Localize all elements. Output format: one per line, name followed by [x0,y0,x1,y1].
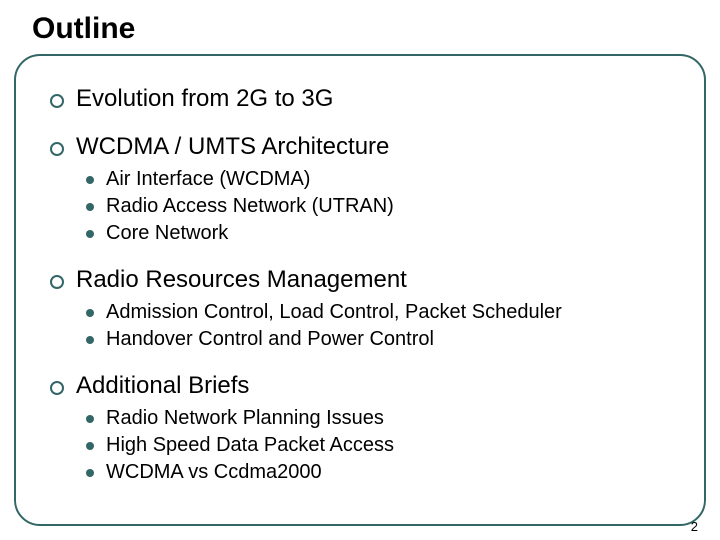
list-item-text: WCDMA / UMTS Architecture [76,133,389,160]
sub-list-item: Radio Network Planning Issues [76,405,674,432]
sub-list-item: Air Interface (WCDMA) [76,166,674,193]
sub-list-item-text: Admission Control, Load Control, Packet … [106,301,562,323]
list-item-text: Evolution from 2G to 3G [76,85,333,112]
sub-list: Radio Network Planning Issues High Speed… [76,405,674,486]
content-frame: Evolution from 2G to 3G WCDMA / UMTS Arc… [14,54,706,526]
sub-list-item-text: Air Interface (WCDMA) [106,168,310,190]
sub-list: Admission Control, Load Control, Packet … [76,299,674,353]
list-item-text: Radio Resources Management [76,266,407,293]
sub-list-item: WCDMA vs Ccdma2000 [76,459,674,486]
sub-list: Air Interface (WCDMA) Radio Access Netwo… [76,166,674,247]
sub-list-item-text: Handover Control and Power Control [106,328,434,350]
slide-title: Outline [32,12,692,46]
sub-list-item-text: Radio Access Network (UTRAN) [106,195,394,217]
list-item: Additional Briefs Radio Network Planning… [46,371,674,486]
sub-list-item: Core Network [76,220,674,247]
list-item: WCDMA / UMTS Architecture Air Interface … [46,132,674,247]
sub-list-item: Handover Control and Power Control [76,326,674,353]
sub-list-item-text: Core Network [106,222,228,244]
list-item: Radio Resources Management Admission Con… [46,265,674,353]
sub-list-item-text: High Speed Data Packet Access [106,434,394,456]
slide: Outline Evolution from 2G to 3G WCDMA / … [0,0,720,540]
outline-list: Evolution from 2G to 3G WCDMA / UMTS Arc… [46,84,674,486]
sub-list-item: Radio Access Network (UTRAN) [76,193,674,220]
sub-list-item-text: Radio Network Planning Issues [106,407,384,429]
sub-list-item: High Speed Data Packet Access [76,432,674,459]
sub-list-item-text: WCDMA vs Ccdma2000 [106,461,322,483]
list-item-text: Additional Briefs [76,372,249,399]
sub-list-item: Admission Control, Load Control, Packet … [76,299,674,326]
list-item: Evolution from 2G to 3G [46,84,674,114]
page-number: 2 [691,519,698,534]
